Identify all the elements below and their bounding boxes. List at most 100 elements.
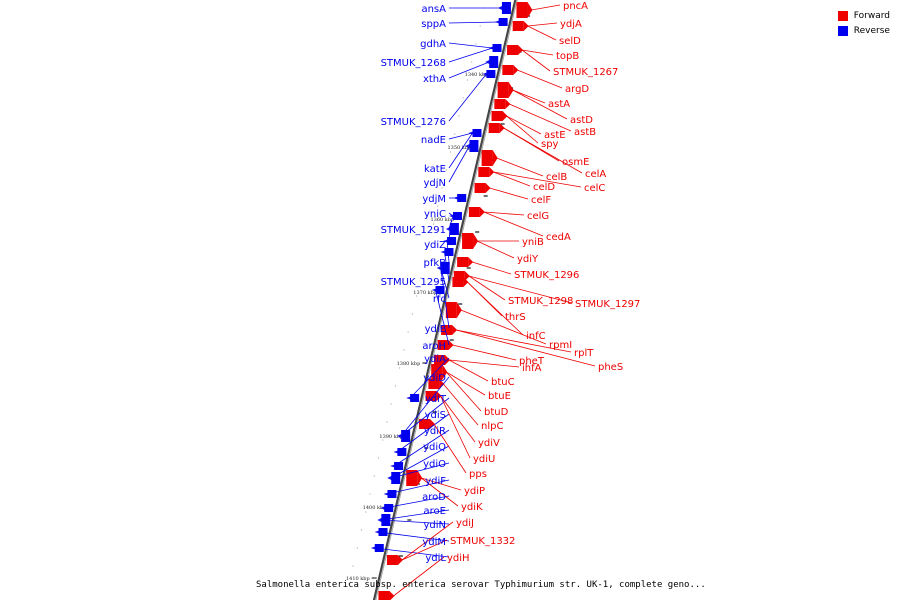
gene-label-arod[interactable]: aroD: [422, 492, 446, 503]
gene-label-ydjn[interactable]: ydjN: [423, 178, 446, 189]
gene-label-ydid[interactable]: ydiD: [423, 373, 446, 384]
gene-label-nlpc[interactable]: nlpC: [481, 421, 503, 432]
gene-label-ydih[interactable]: ydiH: [447, 553, 470, 564]
forward-gene-shape[interactable]: [499, 123, 505, 133]
gene-label-stmuk-1276[interactable]: STMUK_1276: [381, 117, 446, 128]
forward-gene-shape[interactable]: [468, 257, 474, 267]
forward-gene-block[interactable]: [468, 207, 480, 217]
gene-label-ydja[interactable]: ydjA: [560, 19, 582, 30]
forward-gene-shape[interactable]: [429, 419, 435, 429]
gene-label-aste[interactable]: astE: [544, 130, 566, 141]
reverse-gene-block[interactable]: [489, 56, 499, 68]
forward-gene-block[interactable]: [452, 277, 464, 287]
gene-label-celg[interactable]: celG: [527, 211, 549, 222]
reverse-gene-block[interactable]: [472, 129, 482, 137]
gene-label-btue[interactable]: btuE: [488, 391, 511, 402]
forward-gene-shape[interactable]: [508, 82, 514, 98]
gene-label-osme[interactable]: osmE: [562, 157, 589, 168]
gene-label-pps[interactable]: pps: [469, 469, 487, 480]
gene-label-ydit[interactable]: ydiT: [425, 394, 447, 405]
gene-label-aroh[interactable]: aroH: [422, 341, 446, 352]
gene-label-ydie[interactable]: ydiE: [425, 324, 446, 335]
reverse-gene-block[interactable]: [501, 2, 511, 14]
gene-label-seld[interactable]: selD: [559, 36, 581, 47]
gene-label-celf[interactable]: celF: [531, 195, 551, 206]
gene-label-ydiv[interactable]: ydiV: [478, 438, 500, 449]
reverse-gene-block[interactable]: [447, 237, 457, 245]
reverse-gene-block[interactable]: [410, 394, 420, 402]
forward-gene-block[interactable]: [491, 111, 503, 121]
gene-label-spy[interactable]: spy: [541, 139, 559, 150]
gene-label-ydip[interactable]: ydiP: [464, 486, 485, 497]
forward-gene-block[interactable]: [434, 355, 446, 365]
forward-gene-block[interactable]: [445, 302, 457, 318]
forward-gene-shape[interactable]: [523, 21, 529, 31]
reverse-gene-block[interactable]: [435, 286, 445, 294]
gene-label-astb[interactable]: astB: [574, 127, 596, 138]
forward-gene-block[interactable]: [437, 340, 449, 350]
gene-label-stmuk-1298[interactable]: STMUK_1298: [508, 296, 573, 307]
gene-label-phes[interactable]: pheS: [598, 362, 623, 373]
gene-label-btud[interactable]: btuD: [484, 407, 509, 418]
forward-gene-shape[interactable]: [492, 150, 498, 166]
gene-label-celd[interactable]: celD: [533, 182, 555, 193]
forward-gene-shape[interactable]: [448, 340, 454, 350]
gene-label-xtha[interactable]: xthA: [423, 74, 446, 85]
forward-gene-block[interactable]: [386, 555, 398, 565]
forward-gene-block[interactable]: [478, 167, 490, 177]
forward-gene-shape[interactable]: [397, 555, 403, 565]
gene-label-stmuk-1297[interactable]: STMUK_1297: [575, 299, 640, 310]
forward-gene-block[interactable]: [378, 591, 390, 600]
gene-label-ynib[interactable]: yniB: [522, 237, 544, 248]
gene-label-ihfa[interactable]: ihfA: [522, 363, 542, 374]
forward-gene-shape[interactable]: [436, 391, 442, 401]
gene-label-celb[interactable]: celB: [546, 172, 567, 183]
gene-label-argd[interactable]: argD: [565, 84, 589, 95]
gene-label-ydio[interactable]: ydiO: [423, 459, 446, 470]
reverse-gene-block[interactable]: [374, 544, 384, 552]
gene-label-astd[interactable]: astD: [570, 115, 593, 126]
gene-label-ceda[interactable]: cedA: [546, 232, 571, 243]
forward-gene-shape[interactable]: [456, 302, 462, 318]
forward-gene-block[interactable]: [474, 183, 486, 193]
gene-label-gdha[interactable]: gdhA: [420, 39, 446, 50]
forward-gene-shape[interactable]: [485, 183, 491, 193]
reverse-gene-block[interactable]: [449, 223, 459, 235]
forward-gene-block[interactable]: [516, 2, 528, 18]
gene-label-stmuk-1296[interactable]: STMUK_1296: [514, 270, 579, 281]
forward-gene-shape[interactable]: [417, 470, 423, 486]
reverse-gene-block[interactable]: [452, 212, 462, 220]
reverse-gene-block[interactable]: [469, 140, 479, 152]
forward-gene-block[interactable]: [431, 364, 443, 380]
reverse-gene-block[interactable]: [498, 18, 508, 26]
gene-label-btuc[interactable]: btuC: [491, 377, 515, 388]
reverse-gene-block[interactable]: [401, 430, 411, 442]
reverse-gene-block[interactable]: [457, 194, 467, 202]
forward-gene-block[interactable]: [488, 123, 500, 133]
forward-gene-block[interactable]: [428, 379, 440, 389]
reverse-gene-block[interactable]: [384, 504, 394, 512]
forward-gene-block[interactable]: [457, 257, 469, 267]
gene-label-ydin[interactable]: ydiN: [423, 520, 446, 531]
gene-label-nade[interactable]: nadE: [421, 135, 446, 146]
reverse-gene-block[interactable]: [394, 462, 404, 470]
gene-label-ydiq[interactable]: ydiQ: [423, 442, 446, 453]
forward-gene-block[interactable]: [462, 233, 474, 249]
gene-label-asta[interactable]: astA: [548, 99, 570, 110]
gene-label-stmuk-1267[interactable]: STMUK_1267: [553, 67, 618, 78]
gene-label-stmuk-1332[interactable]: STMUK_1332: [450, 536, 515, 547]
gene-label-infc[interactable]: infC: [526, 331, 546, 342]
gene-label-ydir[interactable]: ydiR: [424, 426, 446, 437]
gene-label-ydiz[interactable]: ydiZ: [424, 240, 446, 251]
forward-gene-shape[interactable]: [463, 277, 469, 287]
forward-gene-block[interactable]: [507, 45, 519, 55]
gene-label-ydiu[interactable]: ydiU: [473, 454, 495, 465]
forward-gene-shape[interactable]: [479, 207, 485, 217]
gene-label-ydiy[interactable]: ydiY: [517, 254, 539, 265]
forward-gene-shape[interactable]: [452, 325, 458, 335]
forward-gene-block[interactable]: [441, 325, 453, 335]
gene-label-stmuk-1295[interactable]: STMUK_1295: [381, 277, 446, 288]
forward-gene-shape[interactable]: [389, 591, 395, 600]
gene-label-ydim[interactable]: ydiM: [422, 537, 446, 548]
gene-label-aroe[interactable]: aroE: [424, 506, 446, 517]
